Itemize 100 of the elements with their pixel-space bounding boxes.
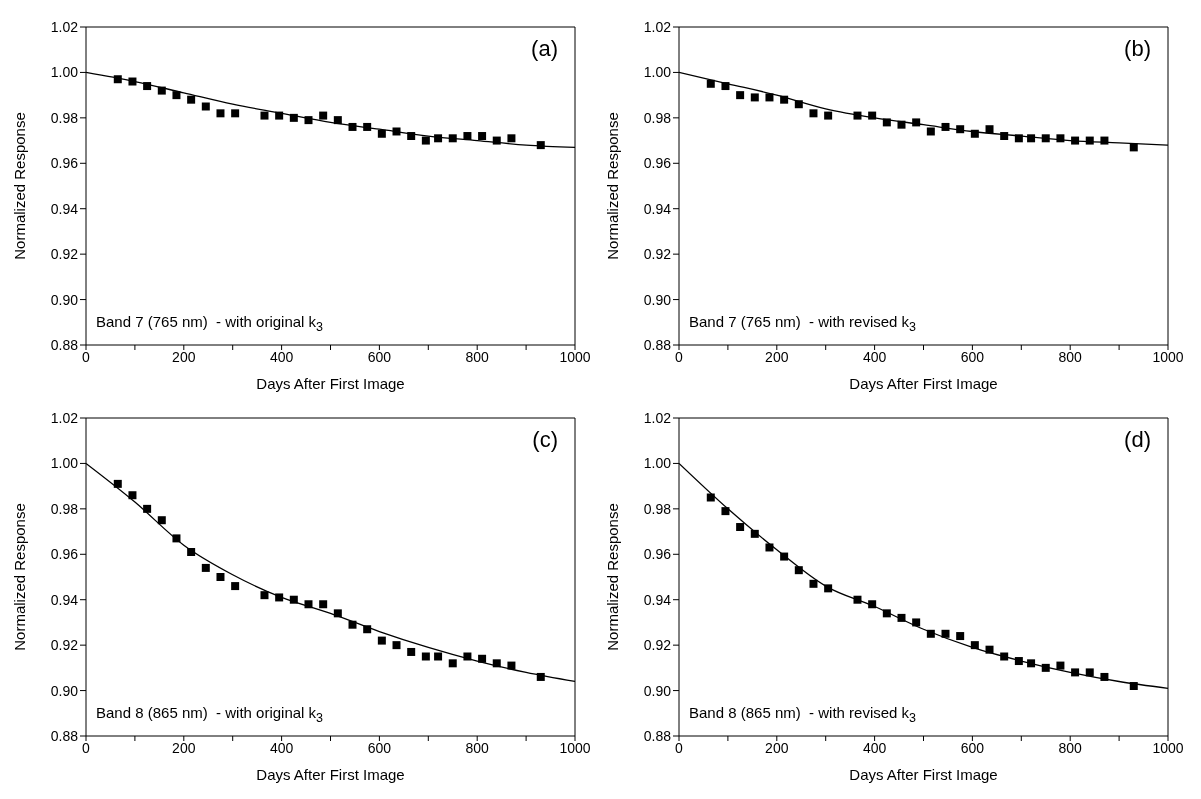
y-tick-label: 1.02 [50, 18, 79, 35]
point [201, 563, 210, 572]
x-tick-label: 1000 [559, 739, 591, 756]
point [377, 129, 386, 138]
y-tick-label: 0.90 [643, 291, 672, 308]
point [275, 111, 284, 120]
point [1100, 136, 1109, 145]
x-tick-label: 200 [765, 739, 789, 756]
point [113, 479, 122, 488]
y-tick-label: 1.02 [50, 409, 79, 426]
x-tick-label: 200 [765, 348, 789, 365]
point [157, 516, 166, 525]
annotation: Band 7 (765 nm) - with revised k$_{3}$ [689, 313, 917, 334]
x-axis-title: Days After First Image [849, 766, 998, 783]
y-tick-label: 1.00 [643, 64, 672, 81]
point [794, 100, 803, 109]
point [113, 75, 122, 84]
y-tick-label: 0.96 [643, 546, 672, 563]
point [536, 141, 545, 150]
point [926, 127, 935, 136]
y-tick-label: 0.94 [50, 200, 79, 217]
y-tick-label: 0.90 [50, 291, 79, 308]
point [1071, 136, 1080, 145]
point [970, 641, 979, 650]
annotation: (b) [1124, 36, 1151, 61]
x-tick-label: 400 [269, 348, 294, 365]
x-tick-label: 1000 [559, 348, 591, 365]
point [231, 582, 240, 591]
x-tick-label: 600 [367, 348, 392, 365]
point [809, 109, 818, 118]
y-tick-label: 0.98 [643, 109, 672, 126]
point [392, 641, 401, 650]
point [853, 595, 862, 604]
point [1000, 652, 1009, 661]
point [333, 609, 342, 618]
point [912, 618, 921, 627]
x-tick-label: 200 [172, 739, 196, 756]
point [706, 79, 715, 88]
point [216, 109, 225, 118]
y-tick-label: 0.88 [643, 727, 672, 744]
x-tick-label: 400 [269, 739, 294, 756]
point [434, 652, 443, 661]
point [736, 523, 745, 532]
point [536, 672, 545, 681]
y-tick-label: 1.00 [50, 64, 79, 81]
x-tick-label: 800 [465, 348, 490, 365]
annotation: (a) [531, 36, 558, 61]
point [492, 136, 501, 145]
annotation: Band 7 (765 nm) - with original k$_{3}$ [96, 313, 324, 334]
point [970, 129, 979, 138]
y-tick-label: 1.00 [643, 455, 672, 472]
y-tick-label: 0.98 [50, 109, 79, 126]
y-tick-label: 0.90 [50, 682, 79, 699]
point [1041, 663, 1050, 672]
y-tick-label: 0.96 [643, 155, 672, 172]
point [824, 584, 833, 593]
point [478, 654, 487, 663]
y-axis-title: Normalized Response [11, 503, 29, 651]
point [492, 659, 501, 668]
point [448, 659, 457, 668]
y-tick-label: 1.02 [643, 18, 672, 35]
point [128, 491, 137, 500]
point [1056, 661, 1065, 670]
y-tick-label: 0.98 [643, 500, 672, 517]
y-tick-label: 0.92 [50, 246, 79, 263]
y-tick-label: 0.94 [643, 200, 672, 217]
annotation: Band 8 (865 nm) - with original k$_{3}$ [96, 704, 324, 725]
point [1027, 659, 1036, 668]
annotation: (c) [532, 427, 558, 452]
point [897, 120, 906, 129]
point [304, 600, 313, 609]
point [143, 82, 152, 91]
point [187, 548, 196, 557]
point [201, 102, 210, 111]
point [926, 629, 935, 638]
point [128, 77, 137, 86]
point [956, 632, 965, 641]
point [765, 543, 774, 552]
y-tick-label: 0.92 [50, 637, 79, 654]
point [868, 111, 877, 120]
y-tick-label: 0.94 [643, 591, 672, 608]
point [1100, 672, 1109, 681]
point [882, 118, 891, 127]
point [824, 111, 833, 120]
point [216, 573, 225, 581]
point [794, 566, 803, 575]
point [157, 86, 166, 95]
x-tick-label: 0 [82, 348, 91, 365]
point [809, 579, 818, 588]
point [897, 613, 906, 622]
y-axis-title: Normalized Response [604, 503, 622, 651]
x-tick-label: 600 [960, 739, 985, 756]
point [507, 134, 516, 143]
x-tick-label: 1000 [1152, 739, 1184, 756]
y-tick-label: 0.96 [50, 546, 79, 563]
annotation: Band 8 (865 nm) - with revised k$_{3}$ [689, 704, 917, 725]
point [304, 116, 313, 125]
point [1085, 136, 1094, 145]
point [956, 125, 965, 134]
point [780, 552, 789, 561]
